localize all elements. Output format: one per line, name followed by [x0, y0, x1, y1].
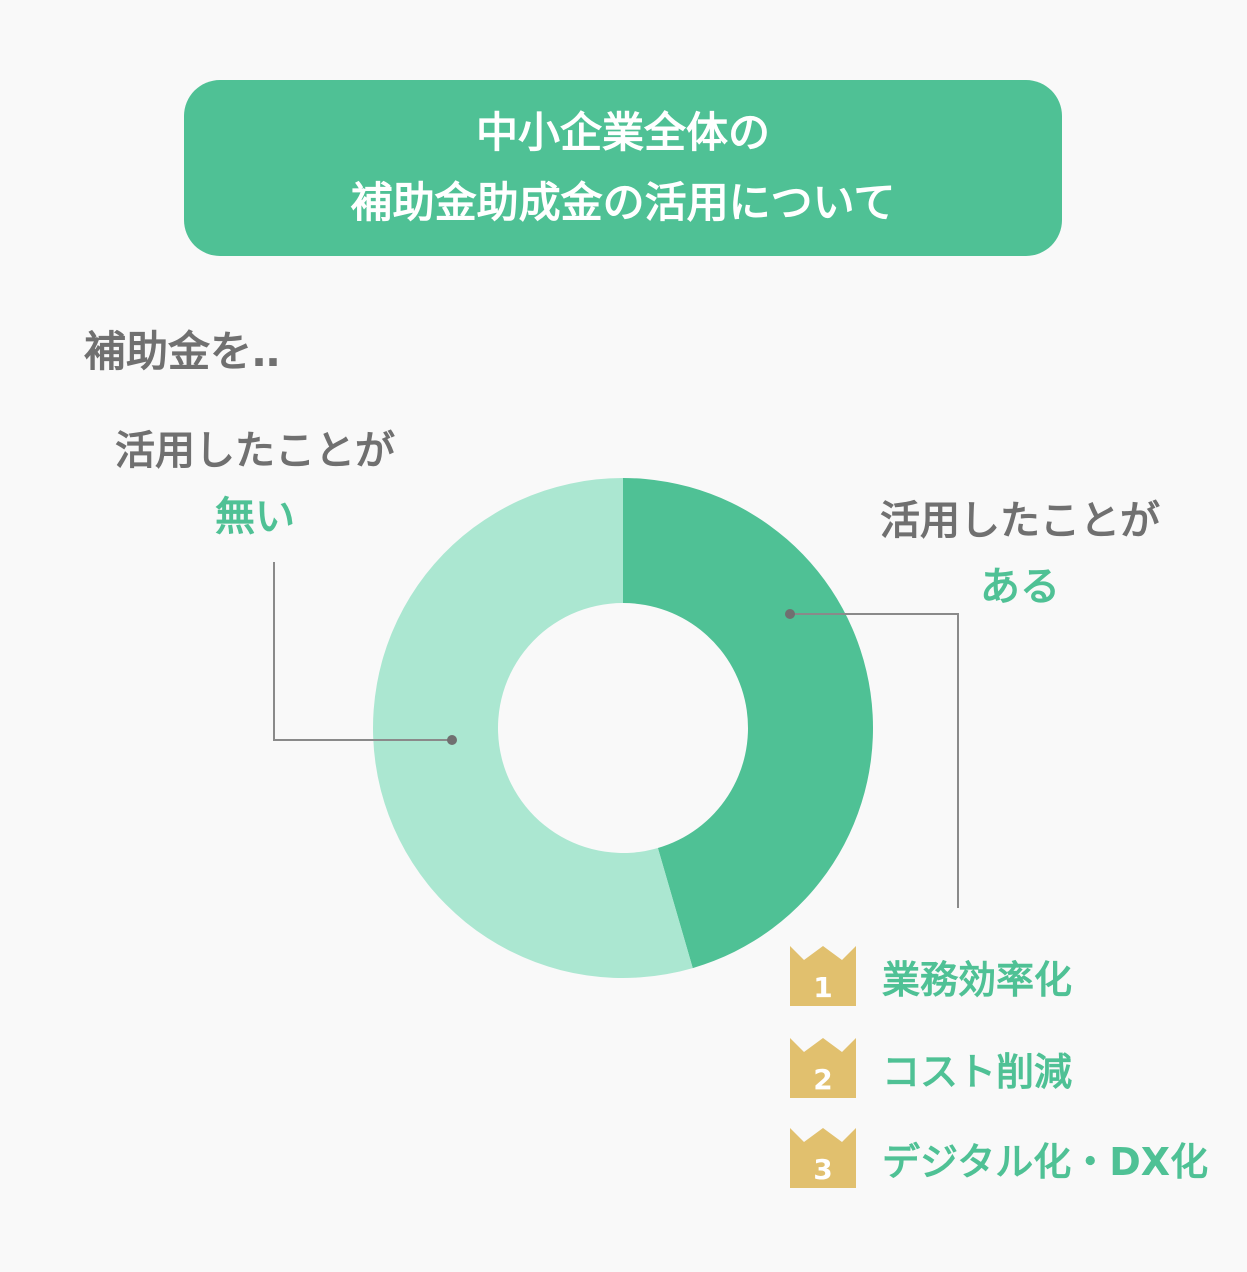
donut-slices	[373, 478, 874, 978]
crown-icon: 3	[790, 1128, 856, 1188]
intro-text: 補助金を‥	[84, 327, 281, 376]
rank-text: デジタル化・DX化	[882, 1139, 1209, 1184]
label-not-used: 活用したことが 無い	[80, 418, 430, 550]
ranking-item-2: 2 コスト削減	[790, 1038, 1072, 1098]
title-line-2: 補助金助成金の活用について	[350, 178, 896, 227]
label-used-emphasis: ある	[980, 564, 1060, 610]
donut-slice-used	[623, 478, 874, 969]
title-line-1: 中小企業全体の	[475, 108, 770, 157]
label-not-used-emphasis: 無い	[215, 494, 295, 540]
rank-number: 1	[813, 971, 833, 1004]
crown-icon: 1	[790, 946, 856, 1006]
label-used-prefix: 活用したことが	[880, 498, 1160, 544]
label-used: 活用したことが ある	[845, 488, 1195, 620]
title-banner: 中小企業全体の 補助金助成金の活用について	[184, 80, 1062, 256]
ranking-item-1: 1 業務効率化	[790, 946, 1072, 1006]
crown-icon: 2	[790, 1038, 856, 1098]
leader-line-used	[790, 613, 959, 908]
leader-dot-used	[785, 609, 795, 619]
rank-text: コスト削減	[882, 1049, 1073, 1094]
label-not-used-prefix: 活用したことが	[115, 428, 395, 474]
leader-dot-not-used	[447, 735, 457, 745]
leader-line-not-used	[273, 562, 452, 741]
rank-number: 2	[813, 1063, 833, 1096]
rank-text: 業務効率化	[882, 957, 1073, 1002]
donut-slice-not-used	[373, 478, 693, 978]
ranking-item-3: 3 デジタル化・DX化	[790, 1128, 1208, 1188]
rank-number: 3	[813, 1153, 833, 1186]
